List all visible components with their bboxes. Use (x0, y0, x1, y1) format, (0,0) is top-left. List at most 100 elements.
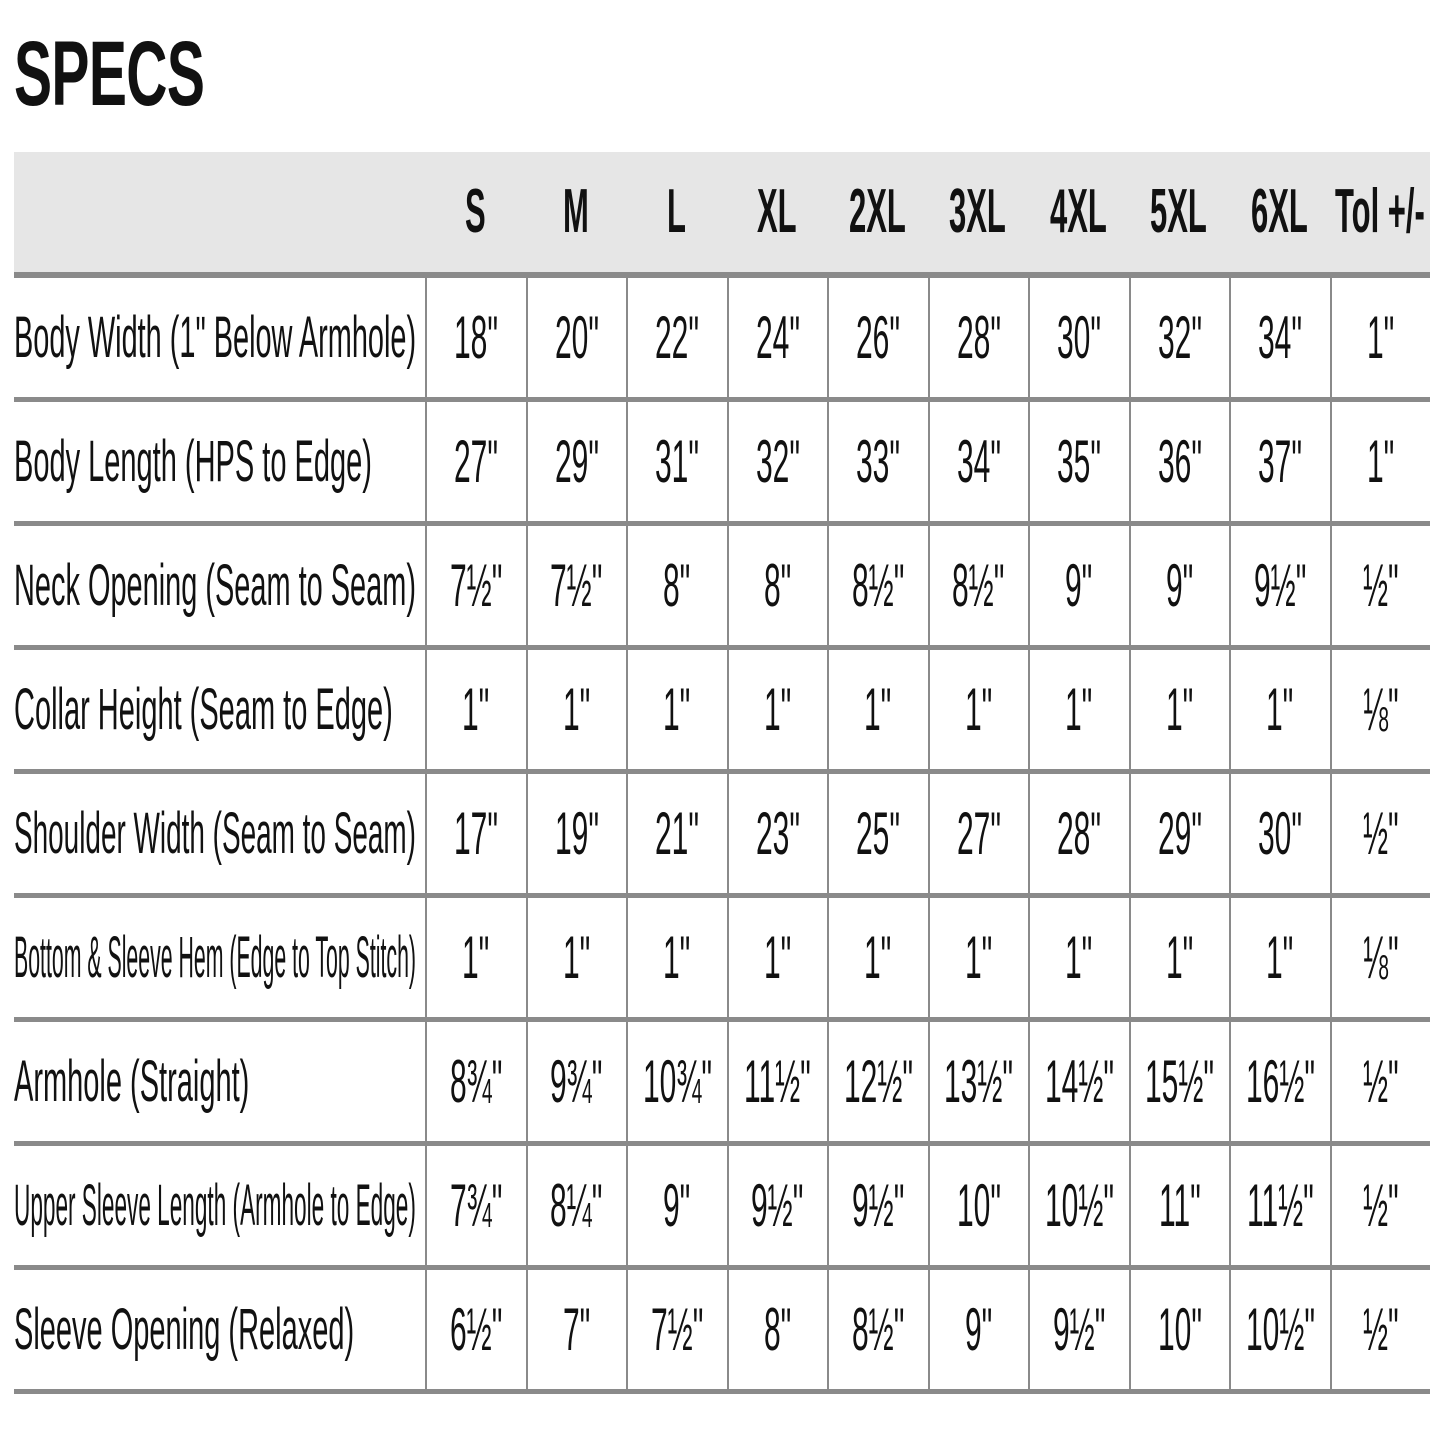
value-cell: 1" (1229, 898, 1330, 1017)
table-row: Body Length (HPS to Edge) 27" 29" 31" 32" 33"… (14, 402, 1430, 526)
column-header-text-wrap: 4XL (1050, 181, 1107, 243)
row-label-wrap: Shoulder Width (Seam to Seam) (14, 804, 416, 863)
row-label: Body Width (1" Below Armhole) (14, 304, 417, 370)
value-cell: 30" (1229, 774, 1330, 893)
value-text-wrap: 19" (555, 803, 599, 864)
value-cell: 8" (726, 1270, 828, 1389)
value-cell: 11½" (726, 1022, 828, 1141)
value-text-wrap: 7½" (450, 555, 503, 616)
value-cell: 15½" (1128, 1022, 1230, 1141)
value-text-wrap: 7½" (550, 555, 603, 616)
value-text: 27" (454, 427, 499, 495)
column-header-text: 4XL (1049, 177, 1107, 246)
column-header-text: 3XL (949, 177, 1007, 246)
value-cell: 23" (726, 774, 828, 893)
row-label-cell: Neck Opening (Seam to Seam) (14, 526, 425, 645)
value-text: 28" (956, 303, 1001, 371)
value-cell: 1" (1128, 650, 1230, 769)
value-text: 8¾" (449, 1047, 503, 1115)
value-text: 15½" (1145, 1047, 1215, 1115)
value-cell: 28" (1028, 774, 1129, 893)
value-cell: 28" (927, 278, 1029, 397)
value-text: 1" (562, 923, 591, 991)
value-text-wrap: 29" (1158, 803, 1202, 864)
value-text-wrap: 34" (956, 427, 1001, 495)
value-text: 1" (562, 675, 591, 743)
value-cell: 9½" (1229, 526, 1330, 645)
value-text: 11½" (1246, 1171, 1314, 1239)
value-text-wrap: 32" (1158, 307, 1202, 368)
table-row: Armhole (Straight) 8¾" 9¾" 10¾" 11½" 12½" 13½"… (14, 1022, 1430, 1146)
value-text-wrap: 1" (663, 675, 691, 743)
value-text-wrap: 17" (454, 803, 498, 864)
column-header-text: XL (756, 177, 797, 246)
value-cell: 24" (726, 278, 828, 397)
value-cell: 21" (626, 774, 727, 893)
value-cell: 9" (1028, 526, 1129, 645)
value-text: 18" (454, 303, 499, 371)
row-label: Upper Sleeve Length (Armhole to Edge) (14, 1172, 416, 1238)
value-text: 34" (956, 427, 1001, 495)
value-cell: 29" (525, 402, 627, 521)
value-cell: 1" (626, 650, 727, 769)
value-text-wrap: 8½" (952, 555, 1005, 616)
value-text-wrap: 6½" (450, 1299, 503, 1360)
value-text: 1" (663, 675, 691, 743)
value-text-wrap: 1" (864, 927, 892, 988)
value-text: 9½" (1052, 1295, 1106, 1363)
value-cell: 30" (1028, 278, 1129, 397)
value-text: 1" (864, 675, 892, 743)
value-cell: 8½" (827, 526, 928, 645)
value-cell: 34" (927, 402, 1029, 521)
table-row: Neck Opening (Seam to Seam) 7½" 7½" 8" 8" 8½"… (14, 526, 1430, 650)
value-text-wrap: 9" (965, 1299, 993, 1360)
table-row: Upper Sleeve Length (Armhole to Edge) 7¾"… (14, 1146, 1430, 1270)
value-text-wrap: 10½" (1045, 1175, 1114, 1236)
column-header-text-wrap: 3XL (949, 181, 1006, 243)
value-text-wrap: ½" (1363, 1175, 1399, 1236)
value-text: 1" (1065, 923, 1093, 991)
value-text: 26" (856, 303, 901, 371)
column-header: S (425, 152, 526, 272)
value-text: 21" (655, 799, 700, 867)
value-cell: 10" (927, 1146, 1029, 1265)
value-text: 12½" (843, 1047, 913, 1115)
column-header: 3XL (928, 152, 1029, 272)
value-text-wrap: 7" (563, 1299, 591, 1360)
value-text: 1" (1266, 923, 1294, 991)
value-text-wrap: 1" (562, 923, 591, 991)
value-text-wrap: 1" (764, 679, 792, 740)
value-cell: 1" (1128, 898, 1230, 1017)
value-text-wrap: 9¾" (550, 1051, 603, 1112)
value-text: 11½" (744, 1047, 812, 1115)
table-body: Body Width (1" Below Armhole) 18" 20" 22" 24… (14, 278, 1430, 1394)
value-text-wrap: 15½" (1145, 1047, 1215, 1115)
value-text-wrap: 30" (1057, 307, 1101, 368)
column-header-text-wrap: 5XL (1150, 181, 1207, 243)
value-cell: 16½" (1229, 1022, 1330, 1141)
value-text-wrap: ⅛" (1363, 927, 1399, 988)
value-cell: 32" (1128, 278, 1230, 397)
value-text: 20" (554, 303, 599, 371)
value-cell: 7½" (525, 526, 627, 645)
value-text-wrap: 22" (655, 307, 699, 368)
value-text: 30" (1258, 799, 1303, 867)
value-text-wrap: 23" (756, 803, 800, 864)
page-title: SPECS (14, 23, 205, 125)
value-text-wrap: 28" (956, 303, 1001, 371)
value-cell: 8" (626, 526, 727, 645)
value-text-wrap: 8¼" (550, 1175, 603, 1236)
value-text: 27" (956, 799, 1001, 867)
value-text: 8" (663, 551, 691, 619)
row-label: Body Length (HPS to Edge) (14, 428, 372, 494)
value-text-wrap: 16½" (1246, 1051, 1315, 1112)
value-cell: 19" (525, 774, 627, 893)
value-text: ½" (1362, 1295, 1399, 1363)
value-text-wrap: 10½" (1246, 1299, 1315, 1360)
value-text-wrap: 1" (965, 679, 993, 740)
value-cell: 1" (1329, 278, 1431, 397)
value-text-wrap: 1" (965, 927, 993, 988)
value-text: 9" (663, 1171, 691, 1239)
value-text-wrap: 1" (1065, 679, 1093, 740)
column-header-text-wrap: 2XL (849, 181, 906, 243)
